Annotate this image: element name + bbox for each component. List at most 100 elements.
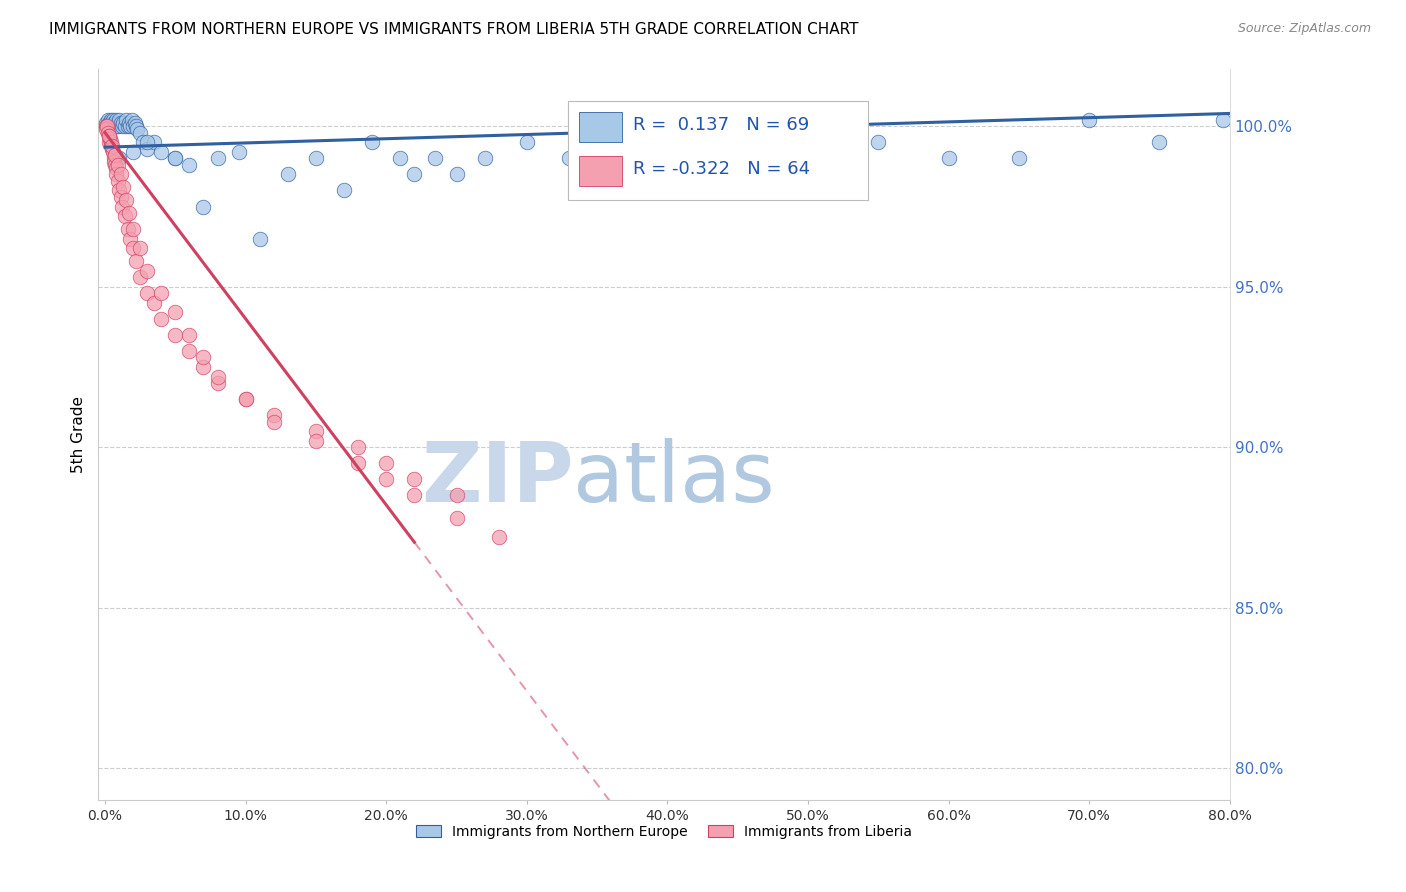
- Point: [277, 168, 299, 182]
- Point: [235, 392, 257, 406]
- Point: [98, 116, 121, 130]
- Point: [101, 142, 124, 156]
- Point: [111, 200, 134, 214]
- Point: [150, 145, 173, 159]
- Point: [100, 138, 122, 153]
- Point: [107, 158, 129, 172]
- Point: [105, 168, 128, 182]
- Point: [132, 136, 155, 150]
- Point: [129, 126, 152, 140]
- Point: [103, 116, 125, 130]
- Point: [103, 152, 125, 166]
- Point: [150, 311, 173, 326]
- Point: [136, 263, 159, 277]
- Point: [375, 472, 398, 486]
- Point: [103, 154, 125, 169]
- Point: [1149, 136, 1171, 150]
- Point: [98, 136, 121, 150]
- Point: [305, 424, 328, 438]
- Point: [165, 152, 187, 166]
- Point: [97, 128, 120, 143]
- Point: [305, 434, 328, 448]
- Point: [249, 231, 271, 245]
- Point: [101, 112, 124, 127]
- Point: [101, 116, 124, 130]
- Point: [207, 376, 229, 390]
- Point: [404, 488, 426, 502]
- Point: [868, 136, 890, 150]
- Point: [193, 200, 215, 214]
- Point: [333, 184, 356, 198]
- Legend: Immigrants from Northern Europe, Immigrants from Liberia: Immigrants from Northern Europe, Immigra…: [411, 820, 918, 845]
- Point: [1212, 112, 1234, 127]
- Point: [143, 136, 166, 150]
- Point: [104, 161, 127, 175]
- Point: [125, 254, 148, 268]
- Point: [193, 359, 215, 374]
- Point: [129, 270, 152, 285]
- Point: [347, 456, 370, 470]
- Point: [938, 152, 960, 166]
- Point: [136, 286, 159, 301]
- Point: [136, 136, 159, 150]
- Point: [361, 136, 384, 150]
- Point: [558, 152, 581, 166]
- Point: [98, 132, 121, 146]
- Point: [263, 415, 285, 429]
- Point: [1008, 152, 1031, 166]
- Point: [628, 152, 651, 166]
- Point: [657, 145, 679, 159]
- Point: [165, 305, 187, 319]
- Point: [404, 472, 426, 486]
- Point: [114, 120, 136, 134]
- Point: [193, 351, 215, 365]
- Point: [98, 128, 121, 143]
- Point: [104, 116, 127, 130]
- Text: Source: ZipAtlas.com: Source: ZipAtlas.com: [1237, 22, 1371, 36]
- Point: [94, 120, 117, 134]
- Point: [425, 152, 447, 166]
- Point: [115, 112, 138, 127]
- Point: [120, 231, 142, 245]
- Point: [121, 112, 143, 127]
- Point: [110, 116, 132, 130]
- Point: [118, 116, 141, 130]
- Point: [305, 152, 328, 166]
- Point: [96, 120, 118, 134]
- Point: [228, 145, 250, 159]
- Point: [124, 116, 146, 130]
- Text: R =  0.137   N = 69: R = 0.137 N = 69: [633, 116, 810, 134]
- Point: [263, 408, 285, 422]
- Point: [117, 222, 139, 236]
- Point: [98, 120, 121, 134]
- Point: [111, 120, 134, 134]
- Point: [112, 116, 135, 130]
- Point: [100, 112, 122, 127]
- Point: [110, 168, 132, 182]
- FancyBboxPatch shape: [579, 156, 621, 186]
- Text: IMMIGRANTS FROM NORTHERN EUROPE VS IMMIGRANTS FROM LIBERIA 5TH GRADE CORRELATION: IMMIGRANTS FROM NORTHERN EUROPE VS IMMIG…: [49, 22, 859, 37]
- Point: [114, 209, 136, 223]
- Point: [516, 136, 538, 150]
- Point: [207, 369, 229, 384]
- Point: [122, 120, 145, 134]
- Point: [100, 120, 122, 134]
- Point: [122, 222, 145, 236]
- Point: [125, 120, 148, 134]
- FancyBboxPatch shape: [579, 112, 621, 142]
- Point: [586, 168, 609, 182]
- Point: [96, 120, 118, 134]
- Point: [117, 120, 139, 134]
- Point: [727, 136, 749, 150]
- Point: [108, 184, 131, 198]
- Point: [105, 120, 128, 134]
- Point: [118, 206, 141, 220]
- Point: [150, 286, 173, 301]
- Point: [179, 327, 201, 342]
- Point: [108, 152, 131, 166]
- Point: [488, 530, 510, 544]
- Point: [103, 120, 125, 134]
- Text: ZIP: ZIP: [420, 438, 574, 519]
- Point: [165, 327, 187, 342]
- Point: [235, 392, 257, 406]
